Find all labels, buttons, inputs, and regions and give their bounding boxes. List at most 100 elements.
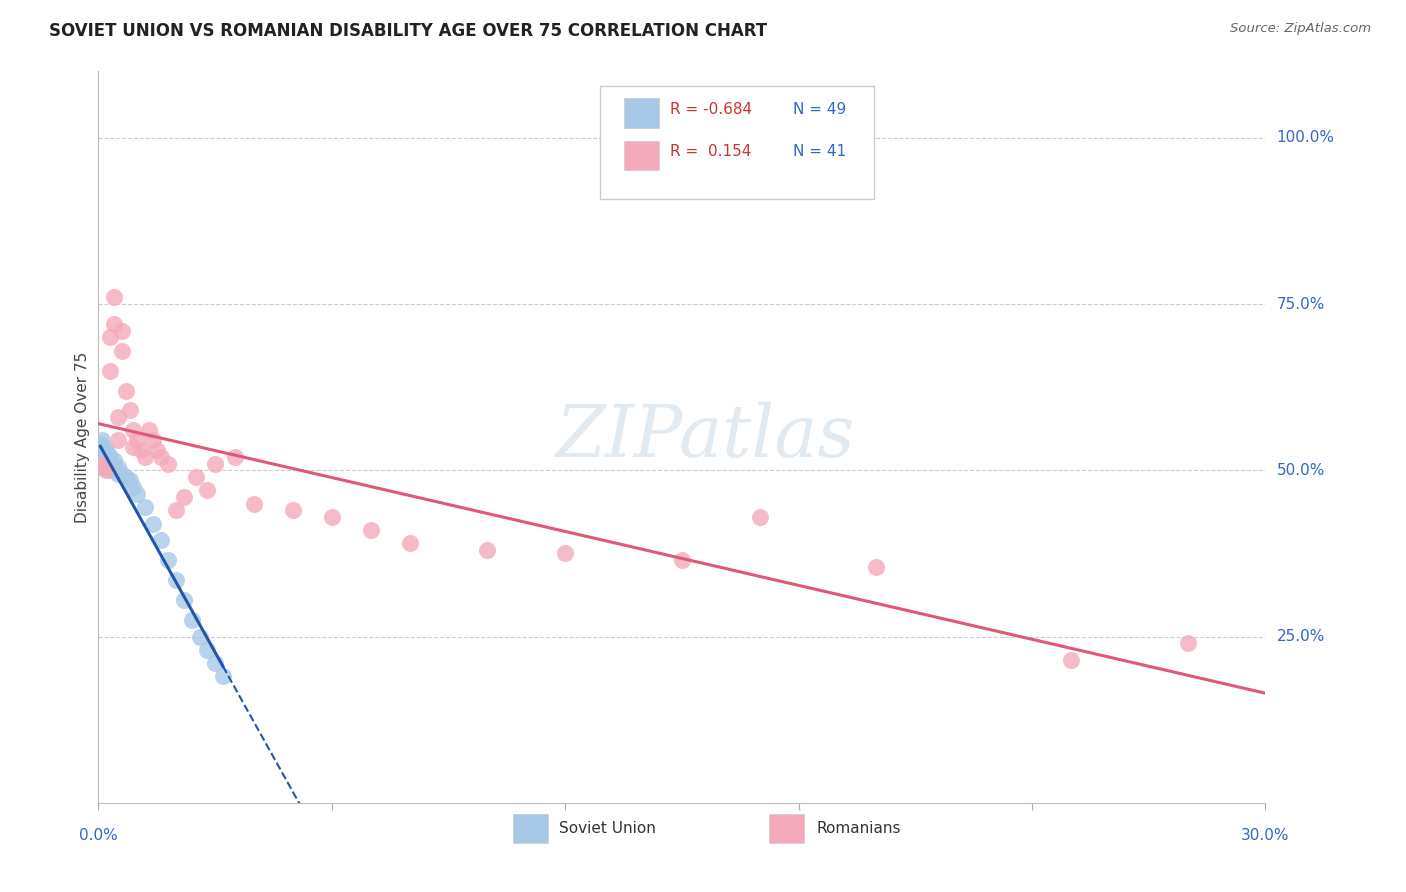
FancyBboxPatch shape — [769, 814, 804, 843]
Y-axis label: Disability Age Over 75: Disability Age Over 75 — [75, 351, 90, 523]
Point — [89, 457, 111, 471]
Point — [96, 443, 118, 458]
Text: 50.0%: 50.0% — [1277, 463, 1324, 478]
Point — [91, 450, 114, 464]
Point — [91, 453, 114, 467]
Text: ZIPatlas: ZIPatlas — [555, 401, 855, 473]
Point — [89, 447, 111, 461]
Point — [98, 463, 121, 477]
Point — [98, 457, 121, 471]
Point — [204, 656, 226, 670]
Point — [138, 424, 160, 438]
Point — [281, 503, 304, 517]
Point — [93, 443, 115, 458]
Point — [96, 457, 118, 471]
Point — [212, 669, 235, 683]
Point — [107, 460, 129, 475]
Point — [173, 593, 195, 607]
Point — [103, 453, 125, 467]
Text: N = 49: N = 49 — [793, 102, 846, 117]
Point — [98, 363, 121, 377]
Point — [93, 453, 115, 467]
Point — [195, 483, 218, 498]
Text: 0.0%: 0.0% — [79, 828, 118, 843]
Point — [188, 630, 211, 644]
Point — [111, 467, 134, 481]
Point — [157, 553, 180, 567]
Point — [1177, 636, 1199, 650]
Point — [111, 324, 134, 338]
Point — [129, 443, 152, 458]
Point — [96, 447, 118, 461]
Point — [93, 460, 115, 475]
Point — [865, 559, 887, 574]
Point — [91, 443, 114, 458]
Point — [98, 460, 121, 475]
Point — [91, 434, 114, 448]
Point — [114, 384, 136, 398]
Point — [103, 290, 125, 304]
Point — [321, 509, 343, 524]
Point — [97, 453, 120, 467]
Point — [122, 440, 145, 454]
Text: Source: ZipAtlas.com: Source: ZipAtlas.com — [1230, 22, 1371, 36]
Text: Romanians: Romanians — [815, 821, 901, 836]
Point — [118, 403, 141, 417]
Point — [142, 434, 165, 448]
Text: N = 41: N = 41 — [793, 145, 846, 160]
Point — [671, 553, 693, 567]
Point — [93, 450, 115, 464]
Point — [118, 473, 141, 487]
FancyBboxPatch shape — [513, 814, 548, 843]
Text: Soviet Union: Soviet Union — [560, 821, 657, 836]
Point — [96, 463, 118, 477]
Point — [103, 460, 125, 475]
Point — [149, 533, 172, 548]
Point — [134, 500, 156, 514]
Point — [91, 440, 114, 454]
Point — [243, 497, 266, 511]
Point — [96, 453, 118, 467]
Text: SOVIET UNION VS ROMANIAN DISABILITY AGE OVER 75 CORRELATION CHART: SOVIET UNION VS ROMANIAN DISABILITY AGE … — [49, 22, 768, 40]
Point — [165, 503, 187, 517]
Point — [142, 516, 165, 531]
Point — [122, 424, 145, 438]
Point — [91, 460, 114, 475]
Point — [127, 486, 149, 500]
FancyBboxPatch shape — [624, 98, 658, 128]
Point — [554, 546, 576, 560]
Point — [91, 457, 114, 471]
Point — [398, 536, 420, 550]
Point — [90, 440, 112, 454]
Point — [107, 434, 129, 448]
Point — [122, 480, 145, 494]
Point — [360, 523, 382, 537]
Point — [103, 317, 125, 331]
Point — [114, 470, 136, 484]
Text: 30.0%: 30.0% — [1241, 828, 1289, 843]
Point — [748, 509, 770, 524]
Text: 75.0%: 75.0% — [1277, 297, 1324, 311]
Point — [90, 450, 112, 464]
Point — [107, 467, 129, 481]
Point — [93, 460, 115, 475]
Point — [98, 330, 121, 344]
Point — [90, 460, 112, 475]
Point — [134, 450, 156, 464]
Point — [149, 450, 172, 464]
Point — [107, 410, 129, 425]
Point — [204, 457, 226, 471]
Point — [146, 443, 169, 458]
Point — [89, 436, 111, 450]
Point — [91, 447, 114, 461]
Point — [96, 460, 118, 475]
Text: 100.0%: 100.0% — [1277, 130, 1334, 145]
Text: 25.0%: 25.0% — [1277, 629, 1324, 644]
FancyBboxPatch shape — [624, 141, 658, 170]
Point — [157, 457, 180, 471]
Point — [98, 450, 121, 464]
Point — [111, 343, 134, 358]
Point — [173, 490, 195, 504]
Point — [184, 470, 207, 484]
Point — [180, 613, 202, 627]
